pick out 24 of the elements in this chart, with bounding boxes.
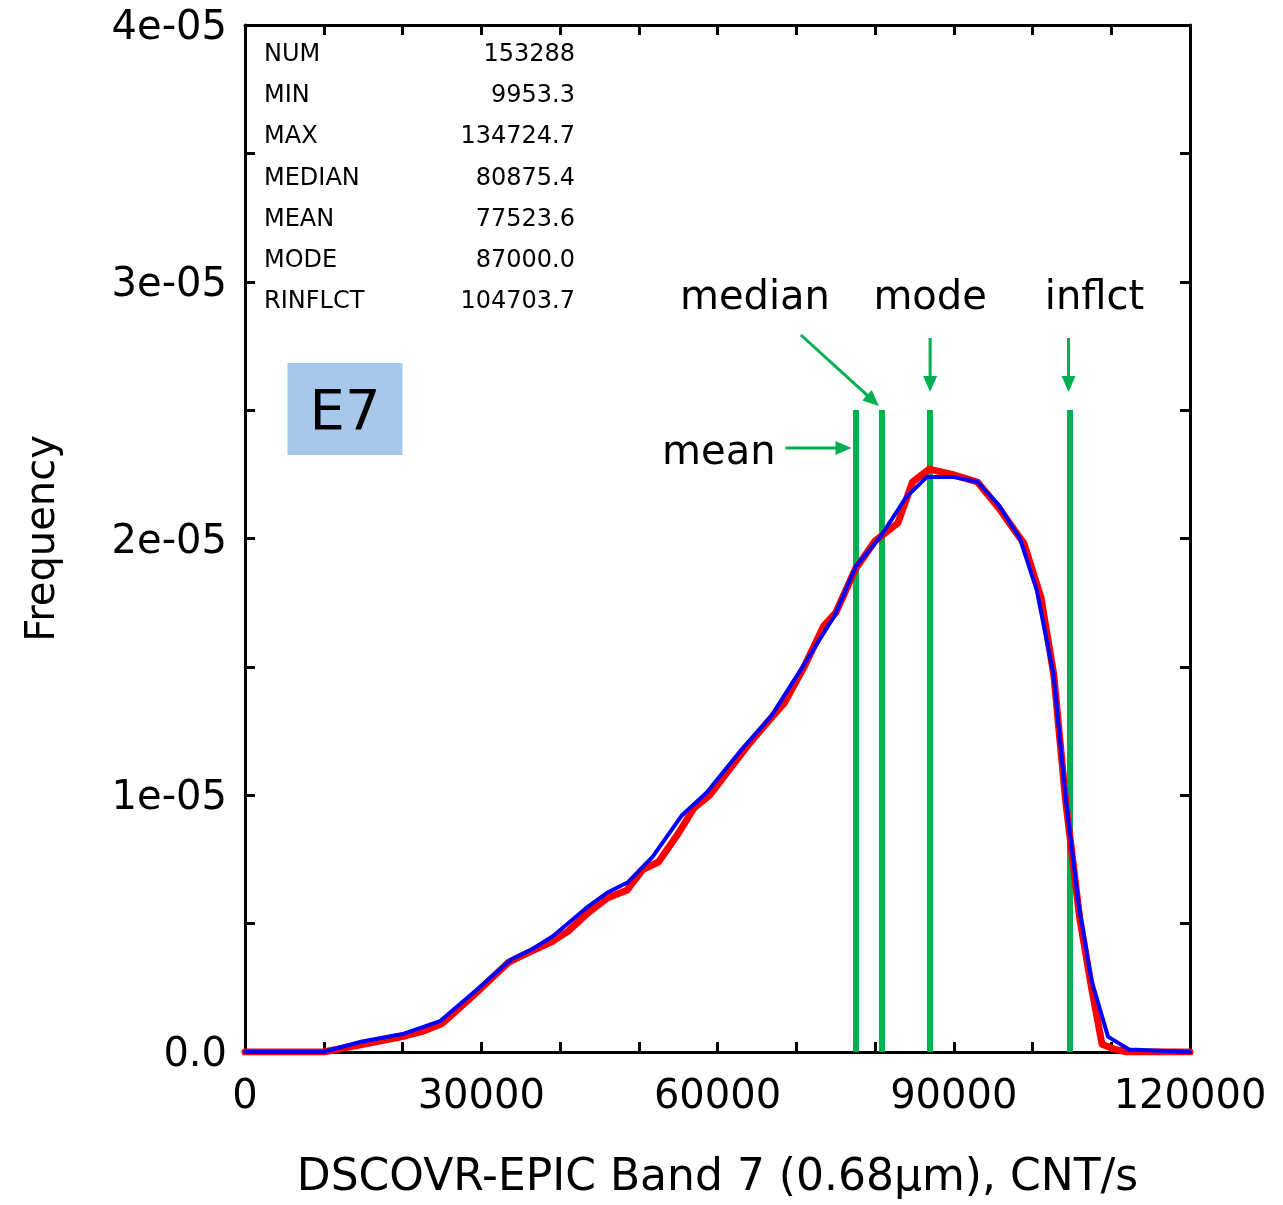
text: RINFLCT 104703.7	[264, 286, 575, 315]
text: MAX 134724.7	[264, 121, 575, 150]
annotation: E7	[309, 376, 381, 442]
x-tick-label: 0	[232, 1071, 258, 1117]
y-tick-label: 4e-05	[111, 2, 227, 48]
ref-line-label: mean	[662, 427, 776, 473]
y-tick-label: 0.0	[163, 1029, 227, 1075]
y-tick-label: 3e-05	[111, 258, 227, 305]
text: MEAN 77523.6	[264, 203, 575, 232]
ref-line-label: inflct	[1044, 272, 1145, 318]
x-tick-label: 120000	[1113, 1071, 1267, 1117]
y-axis-title: Frequency	[17, 435, 63, 642]
ref-line-label: mode	[873, 272, 987, 318]
x-tick-label: 90000	[890, 1071, 1018, 1117]
text: MEDIAN 80875.4	[264, 162, 575, 191]
text: MIN 9953.3	[264, 80, 575, 109]
text: NUM 153288	[264, 39, 575, 67]
x-tick-label: 60000	[653, 1071, 782, 1117]
y-tick-label: 1e-05	[111, 772, 227, 819]
x-axis-title: DSCOVR-EPIC Band 7 (0.68μm), CNT/s	[296, 1148, 1139, 1200]
y-tick-label: 2e-05	[111, 515, 227, 562]
x-tick-label: 30000	[417, 1071, 545, 1117]
text: MODE 87000.0	[264, 245, 575, 273]
ref-line-label: median	[679, 272, 830, 318]
